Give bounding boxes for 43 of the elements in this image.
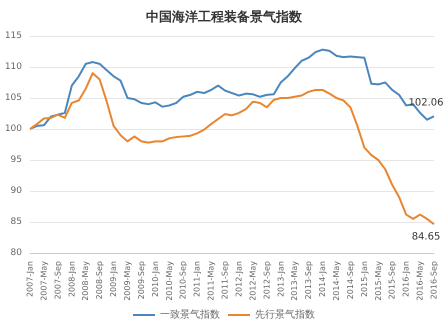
y-tick-label: 110 xyxy=(4,62,22,72)
x-tick-label: 2013-May xyxy=(290,260,300,301)
x-tick-label: 2009-Sep xyxy=(136,261,146,300)
chart-title: 中国海洋工程装备景气指数 xyxy=(146,10,303,25)
x-tick-label: 2012-Jan xyxy=(234,261,244,298)
x-tick-label: 2015-May xyxy=(374,260,383,301)
y-tick-label: 85 xyxy=(10,217,22,227)
x-tick-label: 2008-May xyxy=(81,260,90,301)
y-tick-label: 100 xyxy=(4,124,22,134)
annotation: 84.65 xyxy=(412,232,440,243)
x-tick-label: 2016-Jan xyxy=(402,261,411,298)
x-tick-label: 2007-Jan xyxy=(26,261,34,298)
legend-label: 先行景气指数 xyxy=(255,308,315,320)
x-tick-label: 2015-Jan xyxy=(360,261,369,298)
legend-label: 一致景气指数 xyxy=(160,308,220,320)
x-tick-label: 2013-Sep xyxy=(304,261,314,300)
x-tick-label: 2014-Sep xyxy=(346,261,355,300)
annotation: 102.06 xyxy=(408,98,444,109)
x-tick-label: 2012-Sep xyxy=(262,261,272,300)
x-tick-label: 2009-May xyxy=(123,260,132,301)
y-tick-label: 80 xyxy=(10,248,22,258)
y-tick-label: 90 xyxy=(10,186,22,196)
x-tick-label: 2012-May xyxy=(248,260,258,301)
y-tick-label: 105 xyxy=(4,93,22,103)
x-tick-label: 2015-Sep xyxy=(388,261,397,300)
x-tick-label: 2013-Jan xyxy=(276,261,286,298)
x-tick-label: 2014-Jan xyxy=(318,261,328,298)
x-tick-label: 2011-Jan xyxy=(192,261,202,298)
x-tick-label: 2007-May xyxy=(39,260,48,301)
x-tick-label: 2007-Sep xyxy=(53,261,62,300)
x-tick-label: 2016-May xyxy=(416,260,425,301)
x-tick-label: 2011-Sep xyxy=(220,261,230,300)
x-tick-label: 2009-Jan xyxy=(109,261,118,298)
x-tick-label: 2008-Jan xyxy=(67,261,76,298)
x-tick-label: 2014-May xyxy=(332,260,341,301)
y-tick-label: 95 xyxy=(10,155,22,165)
x-tick-label: 2011-May xyxy=(206,260,216,301)
x-tick-label: 2016-Sep xyxy=(430,261,438,300)
x-tick-label: 2008-Sep xyxy=(95,261,104,300)
x-tick-label: 2010-Sep xyxy=(178,261,188,300)
y-tick-label: 115 xyxy=(4,31,22,41)
x-tick-label: 2010-Jan xyxy=(150,261,160,298)
x-tick-label: 2010-May xyxy=(164,260,174,301)
